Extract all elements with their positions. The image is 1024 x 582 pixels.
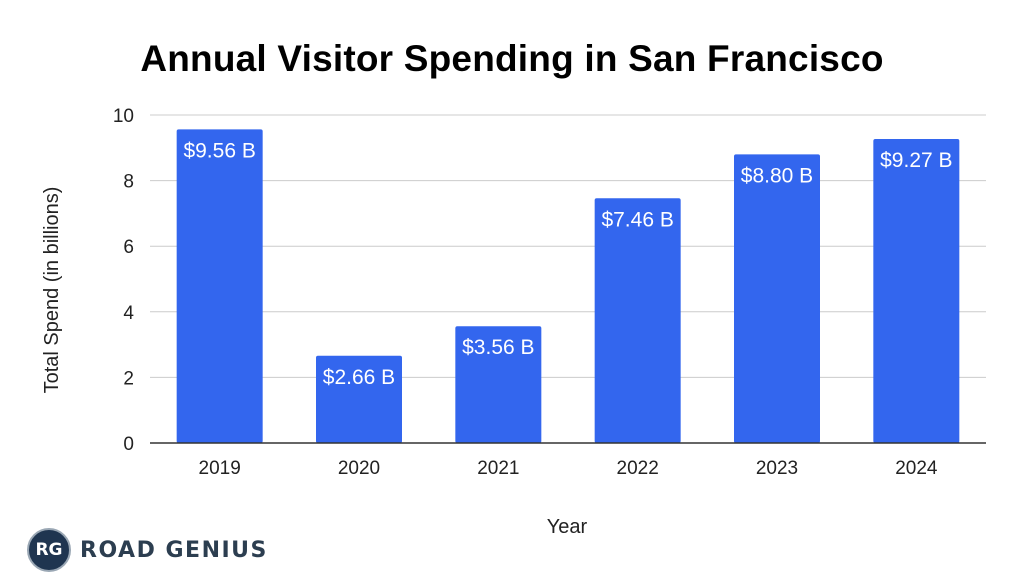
y-axis-title: Total Spend (in billions) — [41, 187, 63, 394]
x-tick-label: 2020 — [338, 458, 380, 479]
road-genius-logo: RG ROAD GENIUS — [27, 527, 268, 573]
y-tick-label: 0 — [123, 434, 134, 455]
data-label-2019: $9.56 B — [183, 139, 255, 162]
data-label-2020: $2.66 B — [323, 366, 395, 389]
x-tick-label: 2022 — [617, 458, 659, 479]
bar-2022 — [594, 198, 681, 443]
x-tick-label: 2023 — [756, 458, 798, 479]
bar-2024 — [873, 138, 960, 443]
logo-badge-icon: RG — [27, 528, 71, 572]
x-tick-label: 2021 — [477, 458, 519, 479]
x-tick-label: 2024 — [895, 458, 938, 479]
chart-title: Annual Visitor Spending in San Francisco — [140, 38, 884, 79]
y-tick-label: 10 — [113, 106, 134, 127]
data-label-2023: $8.80 B — [741, 164, 813, 187]
logo-text: ROAD GENIUS — [80, 537, 268, 563]
bar-2020 — [316, 355, 402, 443]
y-tick-label: 4 — [123, 303, 134, 324]
x-tick-label: 2019 — [199, 458, 241, 479]
y-tick-label: 8 — [123, 172, 134, 193]
data-label-2022: $7.46 B — [601, 208, 673, 231]
bar-2023 — [734, 154, 820, 444]
x-axis-title: Year — [547, 516, 588, 538]
y-tick-label: 2 — [123, 368, 134, 389]
y-tick-label: 6 — [123, 237, 134, 258]
data-label-2021: $3.56 B — [462, 336, 534, 359]
data-label-2024: $9.27 B — [880, 149, 952, 172]
bar-2021 — [455, 326, 542, 443]
bar-2019 — [176, 129, 263, 443]
